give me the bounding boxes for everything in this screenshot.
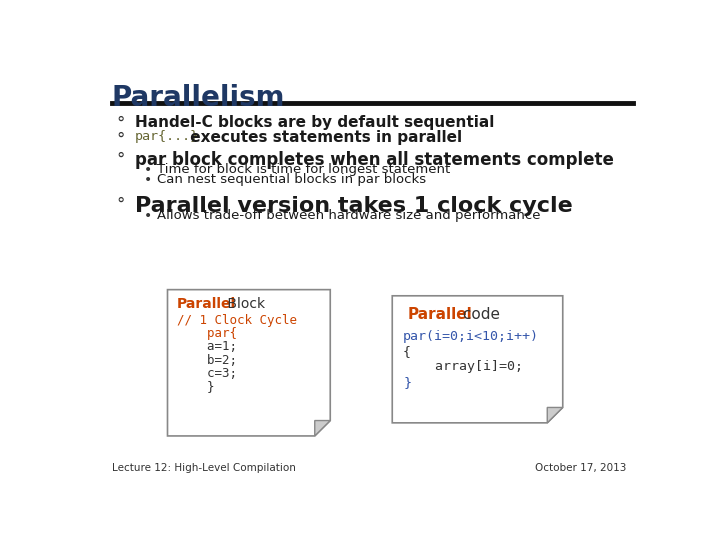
Text: Parallel: Parallel [408,307,472,322]
Text: par{...}: par{...} [135,130,199,143]
Text: Parallel: Parallel [177,298,236,312]
Text: }: } [403,376,411,389]
Text: °: ° [117,130,125,148]
Text: b=2;: b=2; [177,354,237,367]
Text: °: ° [117,115,125,133]
Polygon shape [547,408,563,423]
Text: •: • [144,173,153,187]
Polygon shape [315,421,330,436]
Text: array[i]=0;: array[i]=0; [403,361,523,374]
Polygon shape [168,289,330,436]
Text: Parallelism: Parallelism [112,84,285,112]
Text: Time for block is time for longest statement: Time for block is time for longest state… [157,163,450,176]
Text: // 1 Clock Cycle: // 1 Clock Cycle [177,314,297,327]
Text: {: { [403,345,411,358]
Text: °: ° [117,195,125,214]
Polygon shape [392,296,563,423]
Text: par(i=0;i<10;i++): par(i=0;i<10;i++) [403,330,539,343]
Text: a=1;: a=1; [177,340,237,354]
Text: Parallel version takes 1 clock cycle: Parallel version takes 1 clock cycle [135,195,572,215]
Text: •: • [144,209,153,223]
Text: code: code [458,307,500,322]
Text: par{: par{ [177,327,237,340]
Text: °: ° [117,151,125,169]
Text: executes statements in parallel: executes statements in parallel [184,130,462,145]
Text: }: } [177,380,215,393]
Text: Allows trade-off between hardware size and performance: Allows trade-off between hardware size a… [157,209,540,222]
Text: •: • [144,163,153,177]
Text: Can nest sequential blocks in par blocks: Can nest sequential blocks in par blocks [157,173,426,186]
Text: Lecture 12: High-Level Compilation: Lecture 12: High-Level Compilation [112,463,296,473]
Text: October 17, 2013: October 17, 2013 [535,463,626,473]
Text: Block: Block [222,298,265,312]
Text: c=3;: c=3; [177,367,237,380]
Text: par block completes when all statements complete: par block completes when all statements … [135,151,614,169]
Text: Handel-C blocks are by default sequential: Handel-C blocks are by default sequentia… [135,115,495,130]
